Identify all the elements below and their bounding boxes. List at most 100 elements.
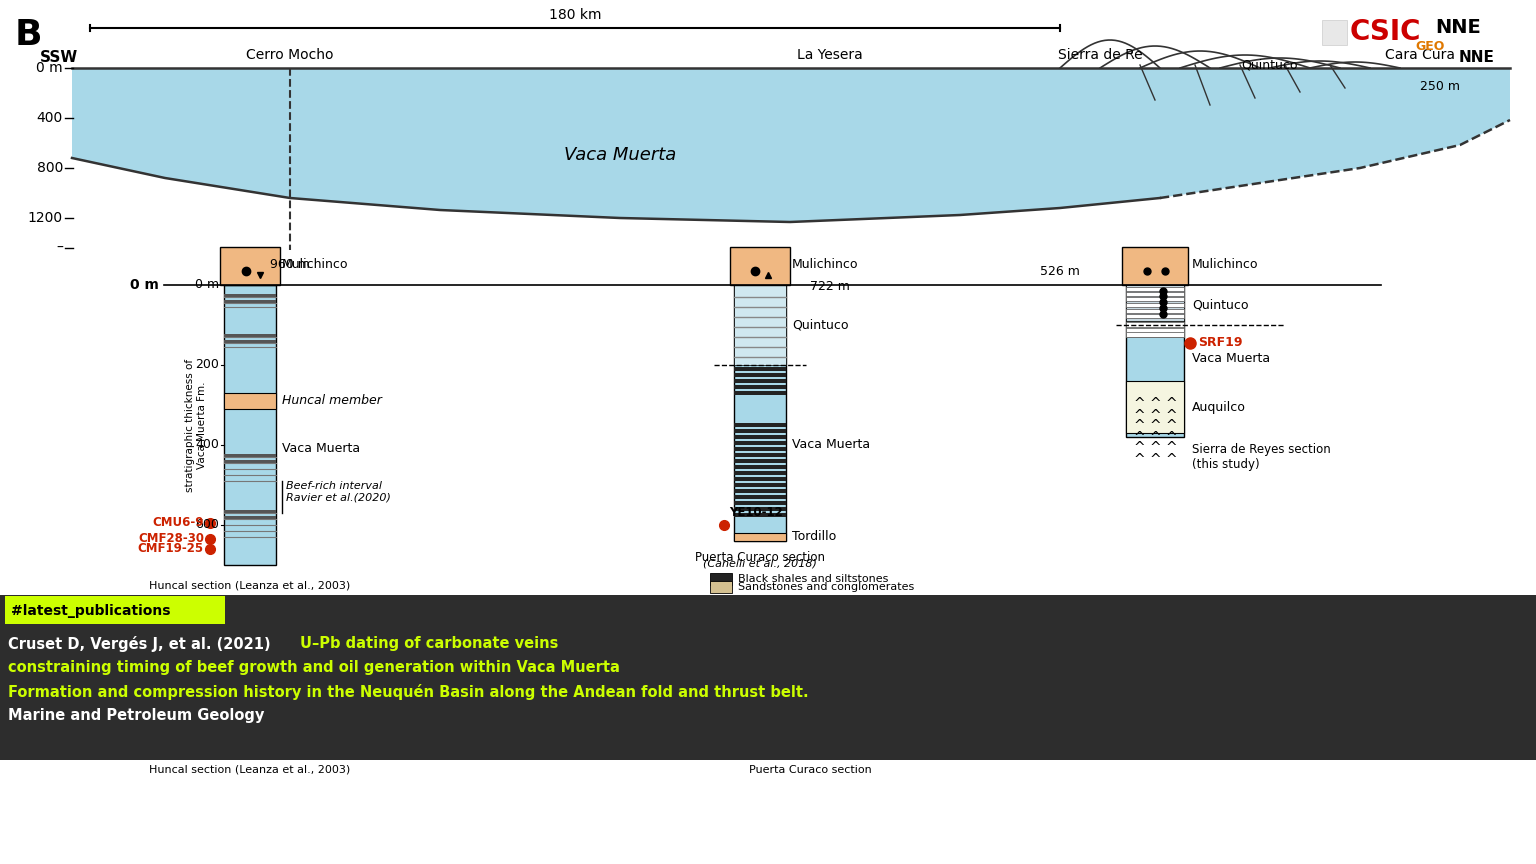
Bar — [224, 511, 276, 514]
Bar — [224, 334, 276, 338]
Text: Huncal member: Huncal member — [283, 395, 382, 408]
Bar — [734, 435, 786, 439]
Bar — [224, 454, 276, 458]
Text: (Canelli et al., 2018): (Canelli et al., 2018) — [703, 559, 817, 569]
Bar — [734, 533, 786, 541]
Text: 1200: 1200 — [28, 211, 63, 225]
Bar — [734, 441, 786, 445]
Text: Puerta Curaco section: Puerta Curaco section — [748, 765, 871, 775]
Text: Puerta Curaco section: Puerta Curaco section — [694, 551, 825, 564]
Bar — [224, 461, 276, 464]
Bar — [710, 581, 733, 593]
Bar — [5, 596, 224, 624]
Text: YE10-12: YE10-12 — [730, 506, 783, 519]
Bar — [1126, 314, 1184, 318]
Text: 526 m: 526 m — [1040, 265, 1080, 278]
Bar — [734, 285, 786, 365]
Text: Sandstones and conglomerates: Sandstones and conglomerates — [737, 582, 914, 592]
Bar — [224, 340, 276, 344]
Text: ^: ^ — [1134, 441, 1144, 455]
Bar — [1322, 20, 1347, 45]
Text: Vaca Muerta: Vaca Muerta — [283, 442, 359, 455]
Text: Quintuco: Quintuco — [793, 319, 848, 332]
Bar — [734, 429, 786, 433]
Text: Mulichinco: Mulichinco — [283, 258, 349, 271]
Text: NNE: NNE — [1435, 18, 1481, 37]
Bar — [734, 465, 786, 469]
Text: U–Pb dating of carbonate veins: U–Pb dating of carbonate veins — [300, 636, 559, 651]
Bar — [1126, 309, 1184, 313]
Text: 400: 400 — [37, 111, 63, 125]
Text: NNE: NNE — [1459, 50, 1495, 65]
Text: #latest_publications: #latest_publications — [11, 604, 170, 618]
Text: ^: ^ — [1149, 397, 1161, 411]
Text: ^: ^ — [1134, 431, 1144, 445]
Text: 600: 600 — [195, 518, 220, 531]
Text: ^: ^ — [1149, 409, 1161, 423]
Bar — [734, 495, 786, 499]
Text: ^: ^ — [1149, 453, 1161, 467]
Text: Cara Cura: Cara Cura — [1385, 48, 1455, 62]
Bar — [1126, 297, 1184, 301]
Text: Vaca Muerta: Vaca Muerta — [1192, 353, 1270, 365]
Text: B: B — [15, 18, 43, 52]
Text: stratigraphic thickness of
Vaca Muerta Fm.: stratigraphic thickness of Vaca Muerta F… — [186, 359, 207, 492]
Text: Gypsum: Gypsum — [1312, 703, 1359, 716]
Text: 0 m: 0 m — [131, 278, 160, 292]
Bar — [1126, 322, 1184, 327]
Text: ^: ^ — [1166, 431, 1177, 445]
Bar — [710, 573, 733, 585]
Bar — [734, 447, 786, 451]
Text: ^: ^ — [1166, 419, 1177, 433]
Bar — [1270, 680, 1306, 696]
Bar — [730, 247, 790, 285]
Bar — [224, 300, 276, 304]
Bar — [734, 453, 786, 457]
Bar — [734, 471, 786, 475]
Bar — [1270, 702, 1306, 718]
Bar — [1121, 247, 1187, 285]
Bar — [734, 373, 786, 377]
Text: CSIC: CSIC — [1350, 18, 1421, 46]
Bar — [224, 285, 276, 565]
Bar — [1126, 303, 1184, 307]
Bar — [1126, 321, 1184, 337]
Text: ^: ^ — [1149, 419, 1161, 433]
Text: constraining timing of beef growth and oil generation within Vaca Muerta: constraining timing of beef growth and o… — [8, 660, 621, 675]
Text: ^ ^: ^ ^ — [1269, 705, 1292, 715]
Bar — [1126, 332, 1184, 337]
Bar — [224, 295, 276, 298]
Text: Huncal section (Leanza et al., 2003): Huncal section (Leanza et al., 2003) — [149, 765, 350, 775]
Text: Formation and compression history in the Neuquén Basin along the Andean fold and: Formation and compression history in the… — [8, 684, 808, 700]
Text: ^: ^ — [1166, 409, 1177, 423]
Text: Quintuco: Quintuco — [1192, 298, 1249, 312]
Bar — [734, 513, 786, 517]
Text: ^: ^ — [1134, 397, 1144, 411]
Text: 960 m: 960 m — [270, 258, 310, 271]
Text: Tordillo: Tordillo — [793, 530, 836, 543]
Bar — [224, 393, 276, 409]
Text: SSW: SSW — [40, 50, 78, 65]
Bar — [734, 379, 786, 383]
Text: 400: 400 — [195, 439, 220, 452]
Bar — [734, 501, 786, 505]
Text: Vaca Muerta: Vaca Muerta — [564, 146, 676, 164]
Bar — [1126, 328, 1184, 333]
Text: Beef-rich interval
Ravier et al.(2020): Beef-rich interval Ravier et al.(2020) — [286, 481, 390, 503]
Text: Sierra de Re: Sierra de Re — [1058, 48, 1143, 62]
Text: ^: ^ — [1134, 419, 1144, 433]
Bar — [734, 483, 786, 487]
Text: CMU6-9: CMU6-9 — [152, 517, 204, 530]
Bar — [734, 285, 786, 541]
Bar — [220, 247, 280, 285]
Text: 180 km: 180 km — [548, 8, 601, 22]
Text: ^: ^ — [1149, 431, 1161, 445]
Bar — [224, 516, 276, 520]
Text: Cruset D, Vergés J, et al. (2021): Cruset D, Vergés J, et al. (2021) — [8, 636, 276, 652]
Bar — [1126, 381, 1184, 433]
Text: ^: ^ — [1166, 397, 1177, 411]
Text: 0 m: 0 m — [37, 61, 63, 75]
Text: La Yesera: La Yesera — [797, 48, 863, 62]
Text: Huncal section (Leanza et al., 2003): Huncal section (Leanza et al., 2003) — [149, 581, 350, 591]
Text: SRF19: SRF19 — [1198, 336, 1243, 350]
